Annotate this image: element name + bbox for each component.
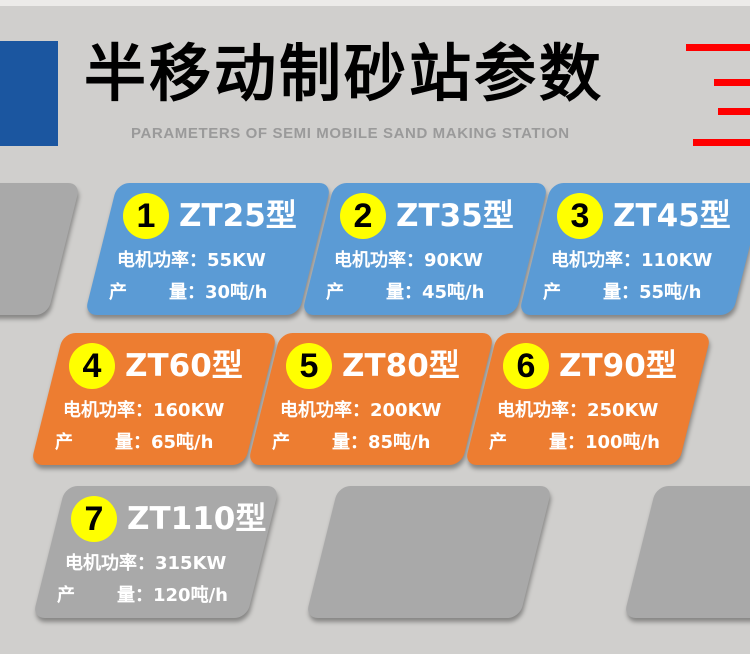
- page-title: 半移动制砂站参数: [84, 37, 605, 110]
- output-label-a: 产: [57, 585, 75, 606]
- red-line: [714, 79, 750, 86]
- blue-accent-bar: [0, 41, 58, 146]
- output-row: 产 量：55吨/h: [543, 281, 701, 305]
- output-label-b: 量：: [549, 432, 585, 453]
- output-value: 45吨/h: [422, 282, 485, 303]
- model-number-badge: 7: [71, 496, 117, 542]
- model-card: 4 ZT60型 电机功率：160KW 产 量：65吨/h: [30, 333, 278, 465]
- output-label-a: 产: [55, 432, 73, 453]
- power-value: 90KW: [424, 250, 483, 271]
- output-value: 120吨/h: [153, 585, 228, 606]
- output-row: 产 量：100吨/h: [489, 431, 660, 455]
- model-name: ZT60型: [125, 348, 243, 384]
- output-label-b: 量：: [169, 282, 205, 303]
- power-row: 电机功率：55KW: [117, 249, 266, 273]
- power-row: 电机功率：160KW: [63, 399, 224, 423]
- power-label: 电机功率：: [117, 250, 207, 271]
- model-number-badge: 2: [340, 193, 386, 239]
- output-label-b: 量：: [332, 432, 368, 453]
- power-value: 55KW: [207, 250, 266, 271]
- power-row: 电机功率：90KW: [334, 249, 483, 273]
- power-row: 电机功率：110KW: [551, 249, 712, 273]
- power-value: 315KW: [155, 553, 227, 574]
- output-value: 65吨/h: [151, 432, 214, 453]
- model-name: ZT35型: [396, 198, 514, 234]
- top-band: [0, 0, 750, 6]
- model-card: 6 ZT90型 电机功率：250KW 产 量：100吨/h: [464, 333, 712, 465]
- model-name: ZT110型: [127, 501, 267, 537]
- model-number-badge: 5: [286, 343, 332, 389]
- decorative-card: [305, 486, 553, 618]
- power-label: 电机功率：: [334, 250, 424, 271]
- power-label: 电机功率：: [497, 400, 587, 421]
- output-label-a: 产: [272, 432, 290, 453]
- red-line: [718, 108, 750, 115]
- power-row: 电机功率：250KW: [497, 399, 658, 423]
- output-label-b: 量：: [603, 282, 639, 303]
- output-label-b: 量：: [115, 432, 151, 453]
- model-number-badge: 4: [69, 343, 115, 389]
- output-row: 产 量：65吨/h: [55, 431, 213, 455]
- output-row: 产 量：85吨/h: [272, 431, 430, 455]
- power-value: 200KW: [370, 400, 442, 421]
- output-value: 30吨/h: [205, 282, 268, 303]
- output-row: 产 量：45吨/h: [326, 281, 484, 305]
- model-name: ZT25型: [179, 198, 297, 234]
- model-card: 1 ZT25型 电机功率：55KW 产 量：30吨/h: [84, 183, 332, 315]
- output-label-b: 量：: [117, 585, 153, 606]
- power-label: 电机功率：: [280, 400, 370, 421]
- power-row: 电机功率：200KW: [280, 399, 441, 423]
- output-row: 产 量：120吨/h: [57, 584, 228, 608]
- output-row: 产 量：30吨/h: [109, 281, 267, 305]
- power-label: 电机功率：: [65, 553, 155, 574]
- power-label: 电机功率：: [63, 400, 153, 421]
- output-label-a: 产: [543, 282, 561, 303]
- power-value: 160KW: [153, 400, 225, 421]
- model-name: ZT90型: [559, 348, 677, 384]
- power-row: 电机功率：315KW: [65, 552, 226, 576]
- output-label-a: 产: [489, 432, 507, 453]
- output-value: 100吨/h: [585, 432, 660, 453]
- red-line: [693, 139, 750, 146]
- power-value: 250KW: [587, 400, 659, 421]
- model-card: 5 ZT80型 电机功率：200KW 产 量：85吨/h: [247, 333, 495, 465]
- model-card: 7 ZT110型 电机功率：315KW 产 量：120吨/h: [32, 486, 280, 618]
- model-number-badge: 6: [503, 343, 549, 389]
- red-line: [686, 44, 750, 51]
- page-subtitle: PARAMETERS OF SEMI MOBILE SAND MAKING ST…: [131, 125, 570, 142]
- model-card: 2 ZT35型 电机功率：90KW 产 量：45吨/h: [301, 183, 549, 315]
- model-name: ZT45型: [613, 198, 731, 234]
- power-value: 110KW: [641, 250, 713, 271]
- model-number-badge: 1: [123, 193, 169, 239]
- model-card: 3 ZT45型 电机功率：110KW 产 量：55吨/h: [518, 183, 750, 315]
- output-value: 85吨/h: [368, 432, 431, 453]
- output-label-b: 量：: [386, 282, 422, 303]
- model-name: ZT80型: [342, 348, 460, 384]
- model-number-badge: 3: [557, 193, 603, 239]
- output-label-a: 产: [326, 282, 344, 303]
- decorative-card: [623, 486, 750, 618]
- output-value: 55吨/h: [639, 282, 702, 303]
- output-label-a: 产: [109, 282, 127, 303]
- decorative-card: [0, 183, 81, 315]
- power-label: 电机功率：: [551, 250, 641, 271]
